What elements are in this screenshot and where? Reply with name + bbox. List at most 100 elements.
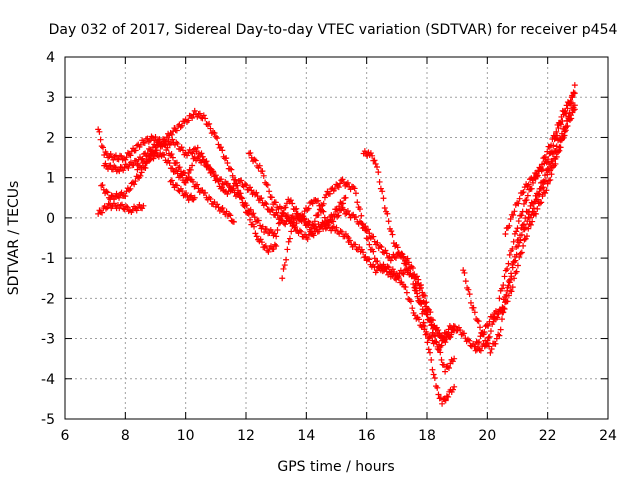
data-point (189, 114, 196, 121)
data-point (413, 287, 420, 294)
data-point (520, 242, 527, 249)
data-point (185, 170, 192, 177)
data-point (251, 214, 258, 221)
series-track-10 (360, 148, 458, 407)
data-point (371, 255, 378, 262)
data-point (130, 162, 137, 169)
data-point (287, 197, 294, 204)
data-point (437, 349, 444, 356)
data-point (257, 195, 264, 202)
data-point (519, 208, 526, 215)
data-point (497, 326, 504, 333)
data-point (110, 156, 117, 163)
data-point (257, 222, 264, 229)
data-point (333, 206, 340, 213)
data-point (106, 201, 113, 208)
data-point (269, 207, 276, 214)
series-track-3 (95, 200, 147, 217)
data-point (262, 200, 269, 207)
data-point (230, 218, 237, 225)
data-point (253, 233, 260, 240)
data-point (271, 241, 278, 248)
data-point (421, 323, 428, 330)
data-point (376, 178, 383, 185)
data-point (292, 223, 299, 230)
data-point (212, 172, 219, 179)
data-point (414, 293, 421, 300)
data-point (366, 241, 373, 248)
data-point (169, 154, 176, 161)
data-point (173, 139, 180, 146)
data-point (466, 337, 473, 344)
data-point (284, 246, 291, 253)
y-tick-label: 4 (46, 50, 55, 66)
data-point (194, 144, 201, 151)
data-point (504, 265, 511, 272)
data-point (524, 192, 531, 199)
data-point (331, 185, 338, 192)
data-point (487, 328, 494, 335)
data-point (374, 239, 381, 246)
data-point (107, 150, 114, 157)
x-axis-label: GPS time / hours (277, 459, 394, 475)
data-point (294, 215, 301, 222)
data-point (321, 214, 328, 221)
data-point (263, 201, 270, 208)
data-point (211, 130, 218, 137)
data-point (522, 235, 529, 242)
data-point (534, 172, 541, 179)
data-point (545, 156, 552, 163)
data-point (137, 172, 144, 179)
data-point (125, 208, 132, 215)
data-point (571, 82, 578, 89)
x-tick-label: 18 (418, 428, 436, 444)
data-point (510, 238, 517, 245)
data-point (498, 285, 505, 292)
data-point (565, 113, 572, 120)
data-point (321, 194, 328, 201)
data-point (131, 181, 138, 188)
data-point (508, 288, 515, 295)
data-point (320, 208, 327, 215)
data-point (539, 179, 546, 186)
data-point (356, 206, 363, 213)
data-point (207, 125, 214, 132)
data-point (408, 273, 415, 280)
y-tick-label: -1 (41, 251, 55, 267)
x-tick-label: 20 (478, 428, 496, 444)
data-point (534, 205, 541, 212)
data-point (476, 346, 483, 353)
data-point (422, 307, 429, 314)
data-point (297, 216, 304, 223)
data-point (539, 193, 546, 200)
data-point (389, 266, 396, 273)
data-point (253, 218, 260, 225)
data-point (284, 212, 291, 219)
data-point (189, 162, 196, 169)
data-point (340, 206, 347, 213)
data-point (300, 213, 307, 220)
data-point (505, 282, 512, 289)
series-track-12 (460, 102, 578, 356)
data-point (279, 275, 286, 282)
data-point (200, 156, 207, 163)
data-point (169, 165, 176, 172)
data-point (509, 245, 516, 252)
data-point (261, 229, 268, 236)
data-point (562, 127, 569, 134)
data-point (194, 113, 201, 120)
data-point (354, 199, 361, 206)
data-point (218, 176, 225, 183)
data-point (520, 189, 527, 196)
data-point (432, 333, 439, 340)
data-point (105, 200, 112, 207)
data-point (366, 256, 373, 263)
data-point (189, 150, 196, 157)
data-point (398, 250, 405, 257)
data-point (378, 244, 385, 251)
data-point (238, 177, 245, 184)
data-point (399, 254, 406, 261)
y-tick-label: 0 (46, 211, 55, 227)
data-point (524, 182, 531, 189)
data-point (526, 208, 533, 215)
